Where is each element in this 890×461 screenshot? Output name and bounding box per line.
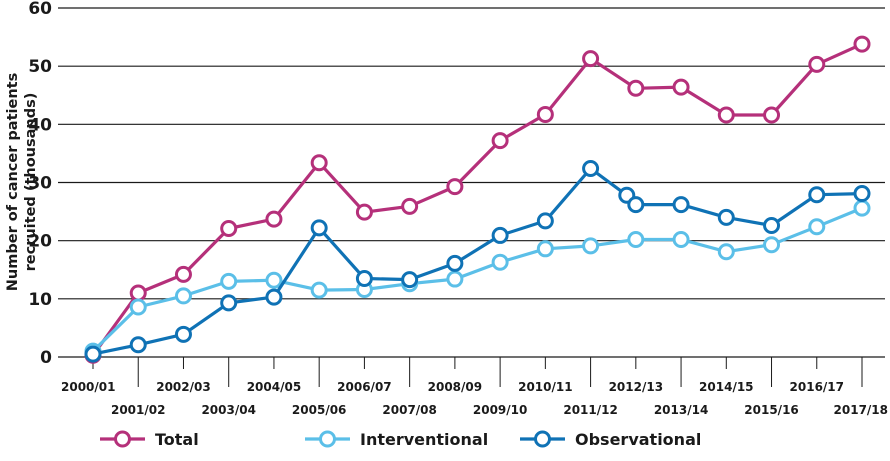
data-point-interventional[interactable] <box>310 281 328 299</box>
data-point-observational[interactable] <box>310 219 328 237</box>
y-tick-label: 0 <box>40 348 52 368</box>
data-point-total[interactable] <box>265 210 283 228</box>
data-point-total[interactable] <box>401 197 419 215</box>
data-point-interventional[interactable] <box>491 253 509 271</box>
data-point-total[interactable] <box>717 106 735 124</box>
data-point-interventional[interactable] <box>446 270 464 288</box>
series-line-interventional <box>91 206 863 353</box>
y-tick-label: 60 <box>28 0 52 19</box>
y-tick-label: 30 <box>28 174 52 194</box>
data-point-total[interactable] <box>582 50 600 68</box>
data-point-interventional[interactable] <box>582 237 600 255</box>
series-total <box>84 35 871 364</box>
legend-item-interventional[interactable]: Interventional <box>305 430 488 449</box>
data-point-interventional[interactable] <box>763 236 781 254</box>
x-tick-label: 2009/10 <box>473 403 527 417</box>
data-point-observational[interactable] <box>220 294 238 312</box>
data-point-interventional[interactable] <box>808 218 826 236</box>
data-point-interventional[interactable] <box>853 199 871 217</box>
series-layer <box>84 35 871 364</box>
data-point-observational[interactable] <box>672 196 690 214</box>
series-line-observational <box>92 166 863 356</box>
data-point-observational[interactable] <box>401 271 419 289</box>
data-point-interventional[interactable] <box>536 240 554 258</box>
data-point-total[interactable] <box>129 284 147 302</box>
legend-label: Observational <box>575 430 701 449</box>
legend-item-observational[interactable]: Observational <box>520 430 701 449</box>
legend-swatch-marker <box>114 430 131 448</box>
data-point-interventional[interactable] <box>265 271 283 289</box>
x-tick-label: 2003/04 <box>201 403 255 417</box>
series-line-total <box>91 42 863 357</box>
x-tick-label: 2013/14 <box>654 403 708 417</box>
x-tick-label: 2000/01 <box>61 380 115 394</box>
x-tick-label: 2007/08 <box>382 403 436 417</box>
data-point-observational[interactable] <box>808 186 826 204</box>
legend-item-total[interactable]: Total <box>100 430 199 449</box>
x-tick-label: 2008/09 <box>428 380 482 394</box>
data-point-total[interactable] <box>536 105 554 123</box>
data-point-total[interactable] <box>808 55 826 73</box>
data-point-observational[interactable] <box>627 196 645 214</box>
data-point-total[interactable] <box>672 78 690 96</box>
data-point-observational[interactable] <box>174 325 192 343</box>
data-point-interventional[interactable] <box>129 298 147 316</box>
x-tick-label: 2016/17 <box>790 380 844 394</box>
data-point-observational[interactable] <box>265 288 283 306</box>
data-point-total[interactable] <box>446 178 464 196</box>
series-observational <box>84 160 871 363</box>
data-point-interventional[interactable] <box>672 231 690 249</box>
data-point-observational[interactable] <box>355 269 373 287</box>
y-axis: 0 10 20 30 40 50 60 <box>28 0 52 368</box>
series-interventional <box>84 199 871 360</box>
x-tick-label: 2006/07 <box>337 380 391 394</box>
data-point-total[interactable] <box>220 219 238 237</box>
x-tick-label: 2015/16 <box>744 403 798 417</box>
y-tick-label: 20 <box>28 232 52 252</box>
data-point-observational[interactable] <box>536 212 554 230</box>
data-point-observational[interactable] <box>491 226 509 244</box>
x-tick-label: 2010/11 <box>518 380 572 394</box>
data-point-total[interactable] <box>853 35 871 53</box>
gridlines <box>58 7 885 358</box>
x-tick-label: 2012/13 <box>609 380 663 394</box>
y-tick-label: 50 <box>28 57 52 77</box>
legend-swatch-marker <box>534 430 551 448</box>
data-point-total[interactable] <box>174 265 192 283</box>
y-axis-label-line-2: recruited (thousands) <box>23 93 39 272</box>
data-point-observational[interactable] <box>582 160 600 178</box>
data-point-observational[interactable] <box>84 345 102 363</box>
data-point-interventional[interactable] <box>220 272 238 290</box>
data-point-total[interactable] <box>627 79 645 97</box>
data-point-total[interactable] <box>763 106 781 124</box>
x-tick-label: 2014/15 <box>699 380 753 394</box>
data-point-observational[interactable] <box>853 185 871 203</box>
x-tick-label: 2001/02 <box>111 403 165 417</box>
legend: Total Interventional Observational <box>100 430 701 449</box>
data-point-interventional[interactable] <box>174 287 192 305</box>
data-point-observational[interactable] <box>446 254 464 272</box>
data-point-total[interactable] <box>355 203 373 221</box>
data-point-total[interactable] <box>310 154 328 172</box>
x-tick-label: 2005/06 <box>292 403 346 417</box>
x-tick-label: 2017/18 <box>834 403 888 417</box>
legend-swatch-marker <box>319 430 336 448</box>
y-tick-label: 10 <box>28 290 52 310</box>
x-tick-label: 2004/05 <box>247 380 301 394</box>
y-tick-label: 40 <box>28 115 52 135</box>
legend-label: Total <box>155 430 199 449</box>
data-point-observational[interactable] <box>129 336 147 354</box>
data-point-observational[interactable] <box>763 217 781 235</box>
x-tick-label: 2002/03 <box>156 380 210 394</box>
legend-label: Interventional <box>360 430 488 449</box>
x-tick-label: 2011/12 <box>563 403 617 417</box>
y-axis-label-line-1: Number of cancer patients <box>5 73 21 291</box>
data-point-interventional[interactable] <box>717 243 735 261</box>
x-axis: 2000/01 2001/02 2002/03 2003/04 2004/05 2005/… <box>61 357 888 417</box>
data-point-observational[interactable] <box>717 208 735 226</box>
data-point-total[interactable] <box>491 132 509 150</box>
data-point-interventional[interactable] <box>627 231 645 249</box>
